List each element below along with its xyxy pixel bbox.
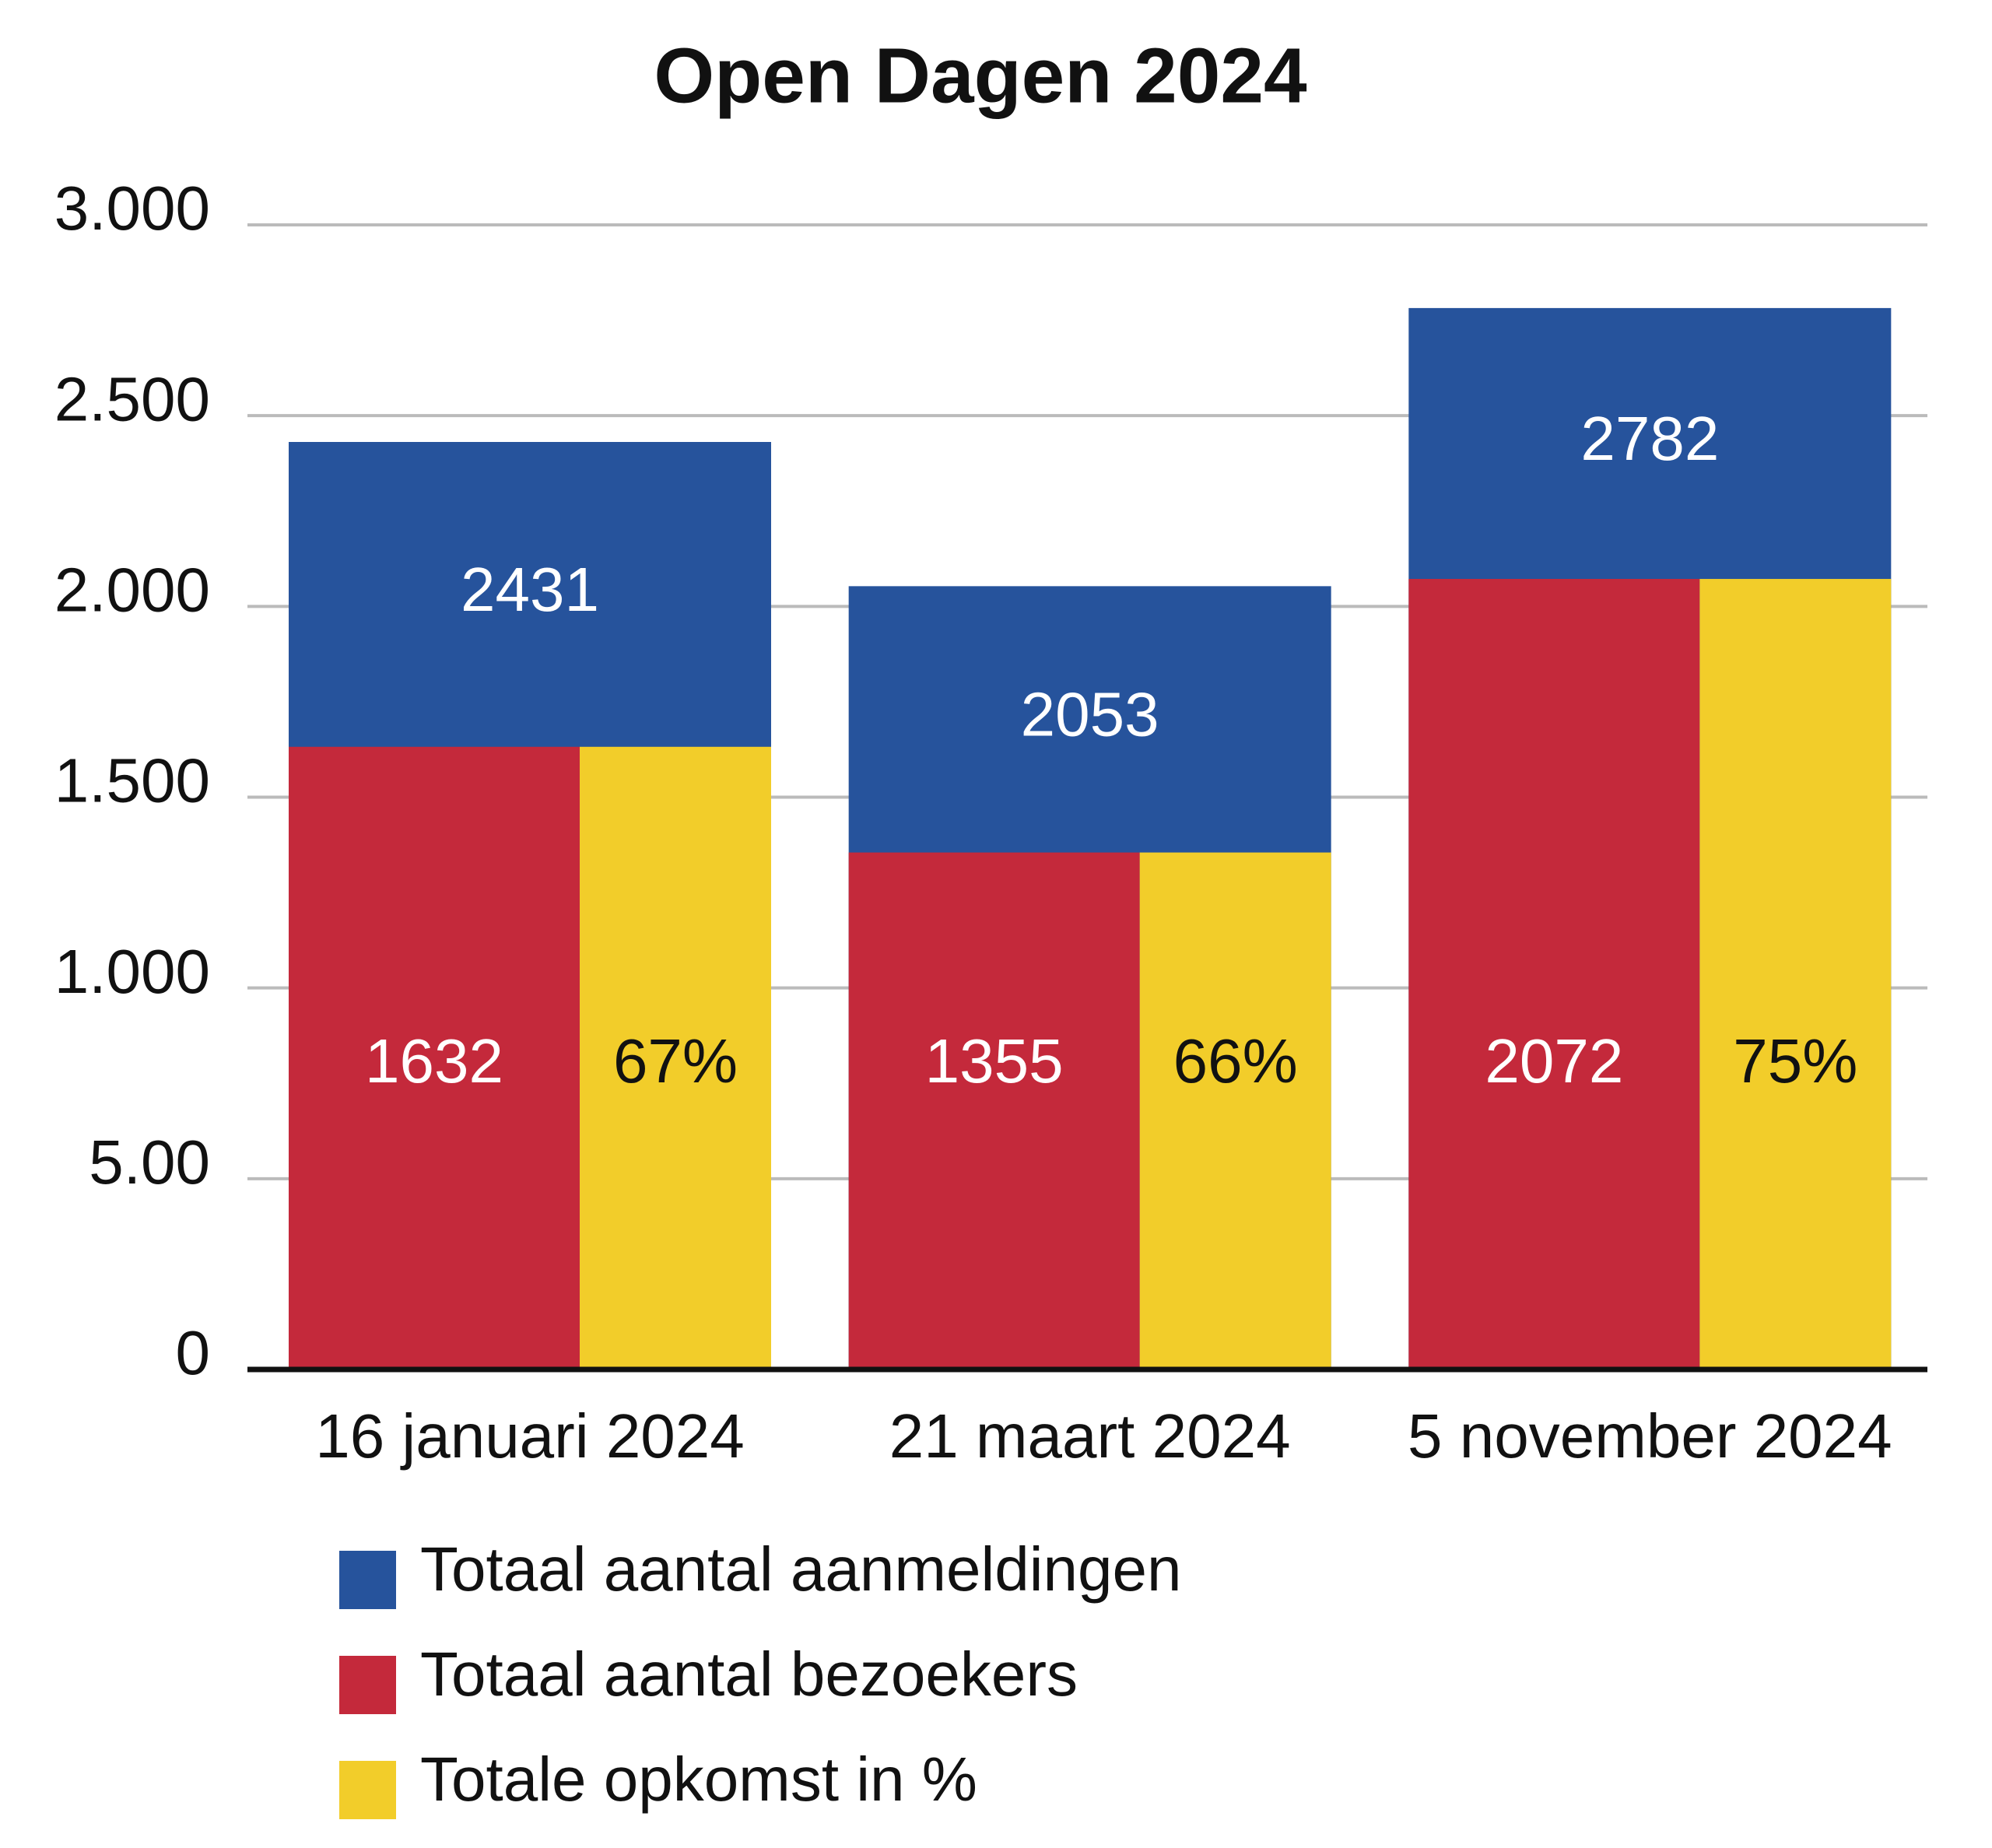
x-tick-label: 16 januari 2024 — [315, 1401, 745, 1471]
bar — [289, 746, 580, 1369]
y-tick-label: 1.500 — [54, 746, 210, 815]
bar — [1139, 852, 1331, 1369]
data-label: 2053 — [1021, 680, 1159, 749]
legend-label: Totaal aantal bezoekers — [420, 1639, 1078, 1709]
bar — [1699, 579, 1892, 1369]
data-label: 1355 — [925, 1026, 1064, 1096]
y-tick-label: 5.00 — [89, 1127, 210, 1197]
data-label: 2431 — [461, 555, 599, 624]
bar — [1408, 579, 1700, 1369]
data-label: 67% — [613, 1026, 738, 1096]
y-tick-label: 2.500 — [54, 364, 210, 433]
y-tick-label: 0 — [176, 1318, 211, 1387]
data-label: 66% — [1173, 1026, 1298, 1096]
legend-label: Totale opkomst in % — [420, 1745, 977, 1814]
bar — [848, 852, 1140, 1369]
legend-swatch — [339, 1761, 396, 1819]
legend-label: Totaal aantal aanmeldingen — [420, 1534, 1182, 1604]
data-label: 75% — [1733, 1026, 1857, 1096]
chart-title: Open Dagen 2024 — [654, 32, 1307, 119]
y-tick-label: 1.000 — [54, 937, 210, 1006]
legend-swatch — [339, 1551, 396, 1609]
x-tick-label: 21 maart 2024 — [889, 1401, 1291, 1471]
data-label: 2072 — [1485, 1026, 1623, 1096]
x-tick-label: 5 november 2024 — [1408, 1401, 1892, 1471]
y-tick-label: 3.000 — [54, 174, 210, 243]
data-label: 2782 — [1580, 404, 1719, 473]
data-label: 1632 — [365, 1026, 503, 1096]
bar — [580, 746, 771, 1369]
legend-swatch — [339, 1656, 396, 1714]
y-tick-label: 2.000 — [54, 555, 210, 624]
